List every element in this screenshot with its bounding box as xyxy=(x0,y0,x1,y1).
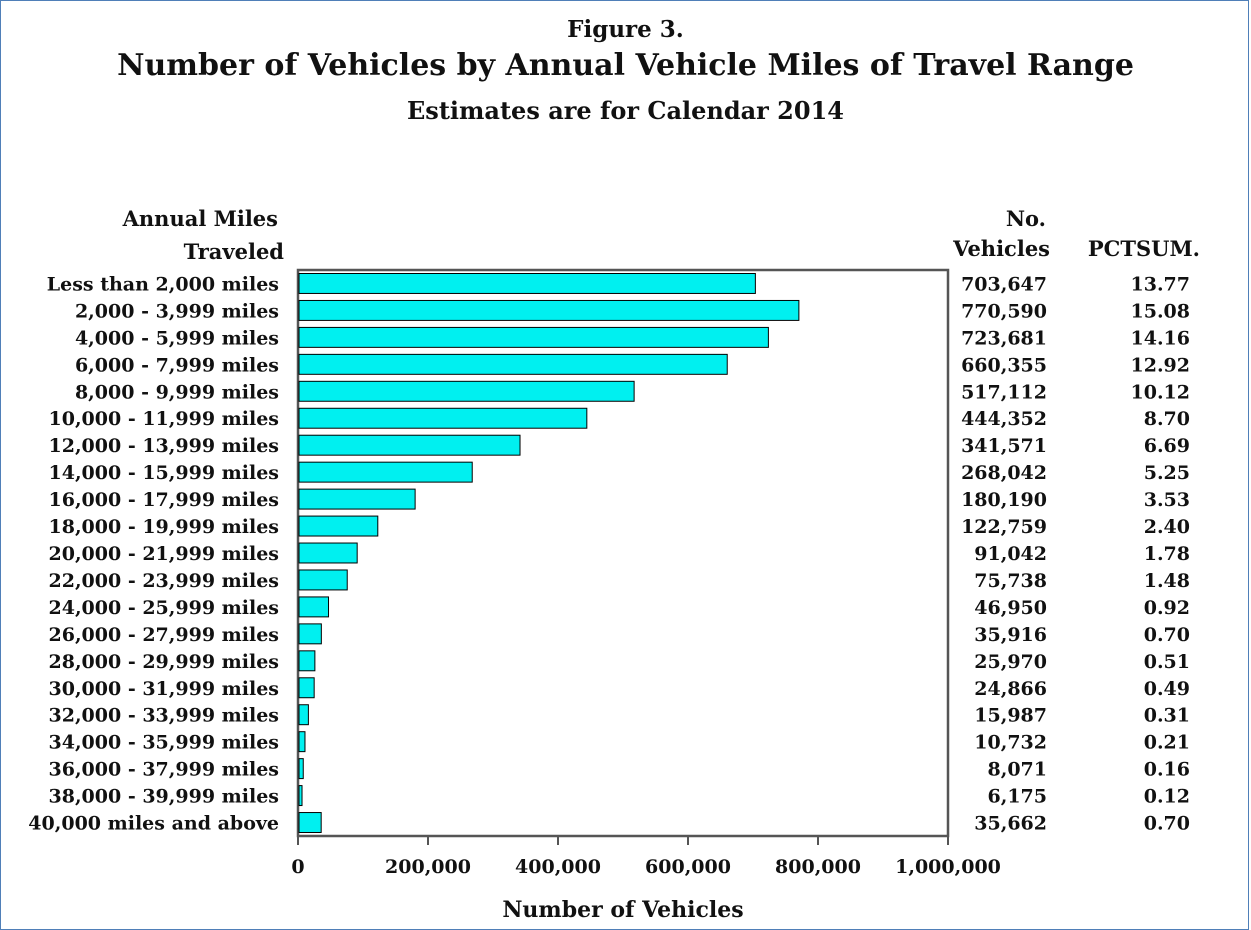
pctsum-value-12: 0.92 xyxy=(1144,597,1190,619)
pctsum-value-15: 0.49 xyxy=(1144,678,1190,700)
vehicle-count-20: 35,662 xyxy=(974,813,1047,835)
vehicle-count-3: 660,355 xyxy=(961,354,1047,376)
pctsum-value-17: 0.21 xyxy=(1144,732,1190,754)
bar-0 xyxy=(299,274,755,294)
bar-19 xyxy=(299,786,302,806)
category-label-19: 38,000 - 39,999 miles xyxy=(49,786,280,808)
vehicle-count-8: 180,190 xyxy=(961,489,1047,511)
bar-3 xyxy=(299,354,727,374)
pctsum-value-10: 1.78 xyxy=(1144,543,1190,565)
vehicle-count-2: 723,681 xyxy=(961,327,1047,349)
bar-13 xyxy=(299,624,321,644)
category-label-13: 26,000 - 27,999 miles xyxy=(49,624,280,646)
category-label-11: 22,000 - 23,999 miles xyxy=(49,570,280,592)
category-label-12: 24,000 - 25,999 miles xyxy=(49,597,280,619)
bar-20 xyxy=(299,813,321,833)
category-label-8: 16,000 - 17,999 miles xyxy=(49,489,280,511)
vehicle-count-5: 444,352 xyxy=(961,408,1047,430)
pctsum-value-2: 14.16 xyxy=(1131,327,1191,349)
category-label-4: 8,000 - 9,999 miles xyxy=(75,381,279,403)
vehicle-count-14: 25,970 xyxy=(974,651,1047,673)
bar-16 xyxy=(299,705,308,725)
x-tick-label-0: 0 xyxy=(291,856,304,878)
bar-11 xyxy=(299,570,347,590)
category-label-18: 36,000 - 37,999 miles xyxy=(49,759,280,781)
bar-8 xyxy=(299,489,415,509)
category-label-9: 18,000 - 19,999 miles xyxy=(49,516,280,538)
x-tick-label-1: 200,000 xyxy=(385,856,471,878)
bar-6 xyxy=(299,435,520,455)
pctsum-value-6: 6.69 xyxy=(1144,435,1190,457)
vehicle-count-9: 122,759 xyxy=(961,516,1047,538)
bar-2 xyxy=(299,327,768,347)
bar-1 xyxy=(299,300,799,320)
pctsum-value-16: 0.31 xyxy=(1144,705,1190,727)
pctsum-value-8: 3.53 xyxy=(1144,489,1190,511)
pctsum-value-11: 1.48 xyxy=(1144,570,1190,592)
vehicle-count-13: 35,916 xyxy=(974,624,1047,646)
pctsum-value-19: 0.12 xyxy=(1144,786,1190,808)
category-label-3: 6,000 - 7,999 miles xyxy=(75,354,279,376)
category-label-2: 4,000 - 5,999 miles xyxy=(75,327,279,349)
pctsum-value-9: 2.40 xyxy=(1144,516,1190,538)
x-tick-label-2: 400,000 xyxy=(515,856,601,878)
vehicle-count-19: 6,175 xyxy=(988,786,1048,808)
category-label-1: 2,000 - 3,999 miles xyxy=(75,300,279,322)
pctsum-value-3: 12.92 xyxy=(1131,354,1191,376)
vehicle-count-11: 75,738 xyxy=(974,570,1047,592)
category-label-16: 32,000 - 33,999 miles xyxy=(49,705,280,727)
x-tick-label-4: 800,000 xyxy=(775,856,861,878)
category-label-14: 28,000 - 29,999 miles xyxy=(49,651,280,673)
pctsum-value-14: 0.51 xyxy=(1144,651,1190,673)
pctsum-value-20: 0.70 xyxy=(1144,813,1190,835)
category-label-15: 30,000 - 31,999 miles xyxy=(49,678,280,700)
vehicle-count-1: 770,590 xyxy=(961,300,1047,322)
vehicle-count-17: 10,732 xyxy=(974,732,1047,754)
category-label-20: 40,000 miles and above xyxy=(28,813,279,835)
vehicle-count-4: 517,112 xyxy=(961,381,1047,403)
pctsum-value-0: 13.77 xyxy=(1131,273,1191,295)
category-label-6: 12,000 - 13,999 miles xyxy=(49,435,280,457)
bar-14 xyxy=(299,651,315,671)
pctsum-value-1: 15.08 xyxy=(1131,300,1191,322)
vehicle-count-15: 24,866 xyxy=(974,678,1047,700)
pctsum-value-4: 10.12 xyxy=(1131,381,1191,403)
category-label-5: 10,000 - 11,999 miles xyxy=(49,408,280,430)
x-tick-label-3: 600,000 xyxy=(645,856,731,878)
category-label-0: Less than 2,000 miles xyxy=(47,273,279,295)
bar-9 xyxy=(299,516,378,536)
bar-17 xyxy=(299,732,305,752)
vehicle-count-18: 8,071 xyxy=(988,759,1048,781)
category-label-10: 20,000 - 21,999 miles xyxy=(49,543,280,565)
x-tick-label-5: 1,000,000 xyxy=(895,856,1001,878)
pctsum-value-13: 0.70 xyxy=(1144,624,1190,646)
x-axis-title: Number of Vehicles xyxy=(298,897,948,923)
bar-12 xyxy=(299,597,329,617)
pctsum-value-7: 5.25 xyxy=(1144,462,1190,484)
vehicle-count-6: 341,571 xyxy=(961,435,1047,457)
bar-4 xyxy=(299,381,634,401)
vehicle-count-10: 91,042 xyxy=(974,543,1047,565)
bar-7 xyxy=(299,462,472,482)
vehicle-count-0: 703,647 xyxy=(961,273,1047,295)
pctsum-value-18: 0.16 xyxy=(1144,759,1190,781)
category-label-17: 34,000 - 35,999 miles xyxy=(49,732,280,754)
category-label-7: 14,000 - 15,999 miles xyxy=(49,462,280,484)
bar-5 xyxy=(299,408,587,428)
bar-18 xyxy=(299,759,303,779)
bar-15 xyxy=(299,678,314,698)
vehicle-count-16: 15,987 xyxy=(974,705,1047,727)
vehicle-count-7: 268,042 xyxy=(961,462,1047,484)
pctsum-value-5: 8.70 xyxy=(1144,408,1190,430)
vehicle-count-12: 46,950 xyxy=(974,597,1047,619)
bar-10 xyxy=(299,543,357,563)
